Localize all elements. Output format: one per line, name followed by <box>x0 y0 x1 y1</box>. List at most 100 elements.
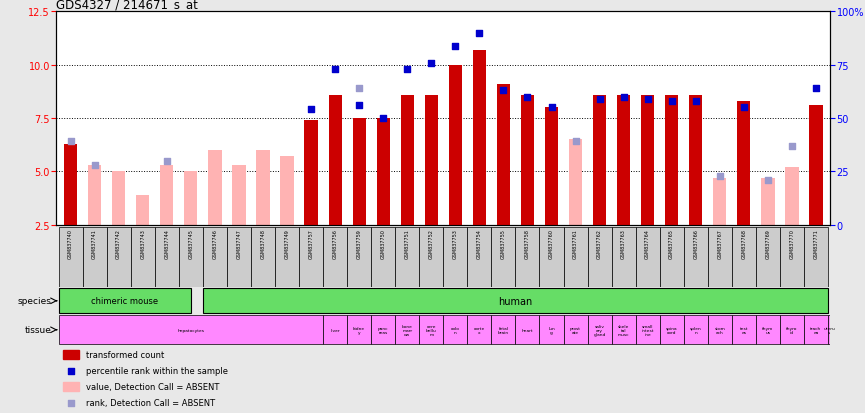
Bar <box>59 288 191 314</box>
Text: GSM837740: GSM837740 <box>68 229 74 259</box>
Point <box>64 399 78 406</box>
Point <box>328 66 342 73</box>
Text: GSM837742: GSM837742 <box>116 229 121 259</box>
Bar <box>347 227 371 287</box>
Text: species: species <box>18 297 52 306</box>
Point <box>593 96 606 103</box>
Bar <box>251 227 275 287</box>
Bar <box>395 316 420 344</box>
Text: GSM837770: GSM837770 <box>790 229 794 259</box>
Bar <box>59 316 324 344</box>
Bar <box>203 227 227 287</box>
Point <box>448 43 462 50</box>
Text: GSM837767: GSM837767 <box>717 229 722 259</box>
Point <box>87 162 101 169</box>
Bar <box>732 316 756 344</box>
Bar <box>443 316 467 344</box>
Text: GSM837743: GSM837743 <box>140 229 145 259</box>
Bar <box>136 195 150 225</box>
Text: liver: liver <box>330 328 340 332</box>
Bar <box>756 227 780 287</box>
Text: GSM837760: GSM837760 <box>549 229 554 259</box>
Bar <box>587 227 612 287</box>
Text: GSM837755: GSM837755 <box>501 229 506 259</box>
Point <box>425 60 439 67</box>
Text: cere
bellu
m: cere bellu m <box>426 324 437 336</box>
Text: GSM837768: GSM837768 <box>741 229 746 259</box>
Bar <box>683 227 708 287</box>
Text: GDS4327 / 214671_s_at: GDS4327 / 214671_s_at <box>56 0 198 11</box>
Point <box>689 98 702 105</box>
Bar <box>563 316 587 344</box>
Bar <box>299 227 324 287</box>
Text: small
intest
ine: small intest ine <box>642 324 654 336</box>
Text: GSM837764: GSM837764 <box>645 229 650 259</box>
Bar <box>810 106 823 225</box>
Bar <box>233 166 246 225</box>
Point <box>617 94 631 101</box>
Bar <box>636 316 660 344</box>
Bar <box>785 168 798 225</box>
Bar <box>612 227 636 287</box>
Text: saliv
ary
gland: saliv ary gland <box>593 324 606 336</box>
Bar <box>593 95 606 225</box>
Text: GSM837759: GSM837759 <box>356 229 362 259</box>
Text: GSM837741: GSM837741 <box>93 229 97 259</box>
Bar <box>59 227 83 287</box>
Bar <box>780 227 804 287</box>
Bar <box>64 144 77 225</box>
Text: kidne
y: kidne y <box>353 326 365 334</box>
Text: GSM837761: GSM837761 <box>573 229 578 259</box>
Text: GSM837758: GSM837758 <box>525 229 530 259</box>
Bar <box>660 316 683 344</box>
Text: percentile rank within the sample: percentile rank within the sample <box>86 366 227 375</box>
Text: GSM837747: GSM837747 <box>236 229 241 259</box>
Text: GSM837763: GSM837763 <box>621 229 626 259</box>
Bar <box>443 227 467 287</box>
Text: GSM837744: GSM837744 <box>164 229 170 259</box>
Point <box>545 105 559 112</box>
Bar <box>106 227 131 287</box>
Text: fetal
brain: fetal brain <box>498 326 509 334</box>
Text: GSM837766: GSM837766 <box>693 229 698 259</box>
Bar <box>467 227 491 287</box>
Text: GSM837769: GSM837769 <box>766 229 771 259</box>
Bar <box>660 227 683 287</box>
Bar <box>683 316 708 344</box>
Bar <box>491 227 516 287</box>
Bar <box>516 316 540 344</box>
Bar <box>467 316 491 344</box>
Bar <box>708 227 732 287</box>
Bar <box>208 151 221 225</box>
Bar <box>641 95 654 225</box>
Bar <box>804 316 828 344</box>
Bar <box>371 227 395 287</box>
Point <box>737 105 751 112</box>
Text: panc
reas: panc reas <box>378 326 388 334</box>
Text: lun
g: lun g <box>548 326 554 334</box>
Bar <box>665 95 678 225</box>
Text: value, Detection Call = ABSENT: value, Detection Call = ABSENT <box>86 382 219 391</box>
Text: test
es: test es <box>740 326 748 334</box>
Bar <box>347 316 371 344</box>
Bar <box>88 166 101 225</box>
Point <box>400 66 414 73</box>
Point <box>665 98 679 105</box>
Text: GSM837756: GSM837756 <box>333 229 337 259</box>
Bar <box>569 140 582 225</box>
Bar <box>521 95 534 225</box>
Point <box>352 103 366 109</box>
Bar <box>516 227 540 287</box>
Text: GSM837749: GSM837749 <box>285 229 290 259</box>
Bar <box>540 316 563 344</box>
Text: GSM837751: GSM837751 <box>405 229 410 259</box>
Bar <box>420 316 443 344</box>
Bar <box>227 227 251 287</box>
Bar <box>420 227 443 287</box>
Text: hepatocytes: hepatocytes <box>177 328 204 332</box>
Text: GSM837745: GSM837745 <box>189 229 194 259</box>
Point <box>472 31 486 37</box>
Bar <box>612 316 636 344</box>
Bar <box>761 178 774 225</box>
Bar <box>256 151 270 225</box>
